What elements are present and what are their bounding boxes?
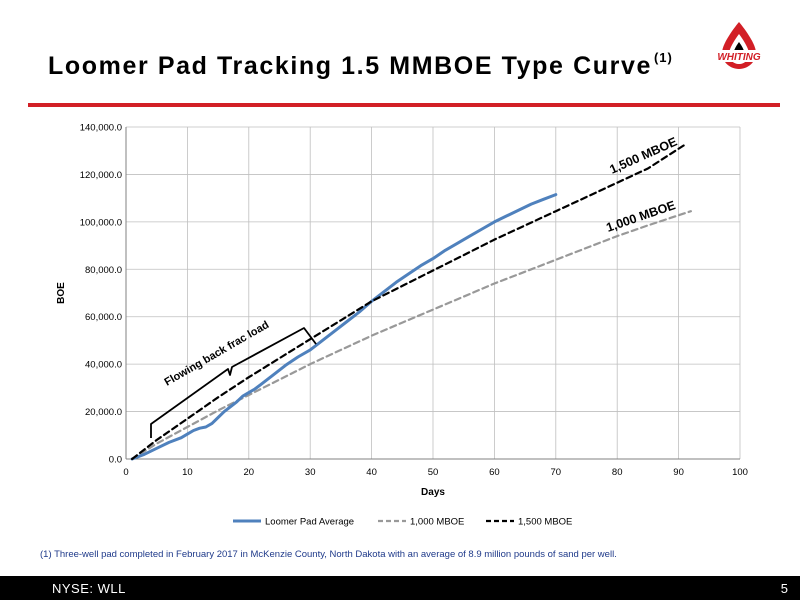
- boe-line-chart: 0 10 20 30 40 50 60 70 80 90 100 0.0 20,000.0 40,000.…: [56, 123, 748, 528]
- page-number: 5: [780, 581, 788, 596]
- legend-label: 1,500 MBOE: [518, 517, 572, 528]
- y-tick-label: 80,000.0: [85, 265, 122, 276]
- y-tick-label: 20,000.0: [85, 407, 122, 418]
- x-tick-label: 80: [612, 467, 623, 478]
- series-loomer-pad-average: [130, 193, 558, 461]
- series-1000-mboe: [131, 210, 693, 461]
- x-axis-title: Days: [421, 487, 445, 498]
- x-tick-label: 0: [123, 467, 128, 478]
- label-1500-mboe: 1,500 MBOE: [608, 135, 680, 177]
- header-rule: [28, 103, 780, 107]
- footnote: (1) Three-well pad completed in February…: [40, 549, 617, 560]
- logo-band: [712, 50, 766, 62]
- x-tick-label: 20: [244, 467, 255, 478]
- legend-label: 1,000 MBOE: [410, 517, 464, 528]
- y-axis-title: BOE: [56, 282, 67, 304]
- chart-grid: [125, 126, 741, 460]
- page-title: Loomer Pad Tracking 1.5 MMBOE Type Curve…: [48, 50, 673, 81]
- x-tick-label: 60: [489, 467, 500, 478]
- footer-bar: NYSE: WLL 5: [0, 576, 800, 600]
- chart-series: [130, 143, 693, 461]
- series-1500-mboe: [131, 143, 686, 461]
- y-tick-label: 140,000.0: [80, 123, 122, 134]
- logo-text: WHITING: [717, 52, 761, 63]
- chart-axes: 0 10 20 30 40 50 60 70 80 90 100 0.0 20,000.0 40,000.…: [56, 123, 748, 499]
- y-tick-label: 100,000.0: [80, 217, 122, 228]
- x-tick-label: 90: [673, 467, 684, 478]
- x-tick-label: 50: [428, 467, 439, 478]
- y-tick-label: 0.0: [109, 455, 122, 466]
- y-tick-label: 40,000.0: [85, 360, 122, 371]
- label-1000-mboe: 1,000 MBOE: [604, 198, 677, 235]
- flowback-brace: [150, 327, 317, 438]
- page-title-text: Loomer Pad Tracking 1.5 MMBOE Type Curve: [48, 52, 652, 80]
- x-tick-label: 30: [305, 467, 316, 478]
- ticker-label: NYSE: WLL: [52, 581, 126, 596]
- x-tick-label: 100: [732, 467, 748, 478]
- y-tick-label: 120,000.0: [80, 170, 122, 181]
- title-footnote-marker: (1): [653, 50, 673, 65]
- chart-legend: Loomer Pad Average 1,000 MBOE 1,500 MBOE: [233, 517, 572, 528]
- y-tick-label: 60,000.0: [85, 312, 122, 323]
- x-tick-label: 70: [551, 467, 562, 478]
- x-tick-label: 10: [182, 467, 193, 478]
- x-tick-label: 40: [366, 467, 377, 478]
- legend-label: Loomer Pad Average: [265, 517, 354, 528]
- whiting-logo: WHITING: [712, 22, 766, 69]
